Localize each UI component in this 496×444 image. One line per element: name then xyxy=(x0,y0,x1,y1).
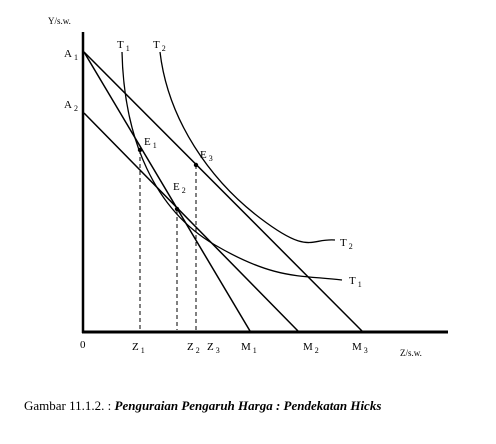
budget-line-a1-m3 xyxy=(83,51,363,332)
budget-line-a1-m1 xyxy=(83,51,251,332)
indifference-curve-t2 xyxy=(159,51,336,244)
figure-caption: Gambar 11.1.2. : Penguraian Pengaruh Har… xyxy=(24,398,484,414)
x-axis-label: Z/s.w. xyxy=(400,348,422,358)
caption-prefix: Gambar 11.1.2. : xyxy=(24,398,112,413)
point-e2 xyxy=(174,206,180,212)
budget-line-a2-m2 xyxy=(83,112,299,332)
point-e1 xyxy=(137,147,143,153)
indifference-curve-t1 xyxy=(121,51,343,281)
caption-title: Penguraian Pengaruh Harga : Pendekatan H… xyxy=(114,398,382,413)
y-axis-label: Y/s.w. xyxy=(48,16,71,26)
point-e3 xyxy=(193,162,199,168)
origin-label: 0 xyxy=(80,339,86,351)
